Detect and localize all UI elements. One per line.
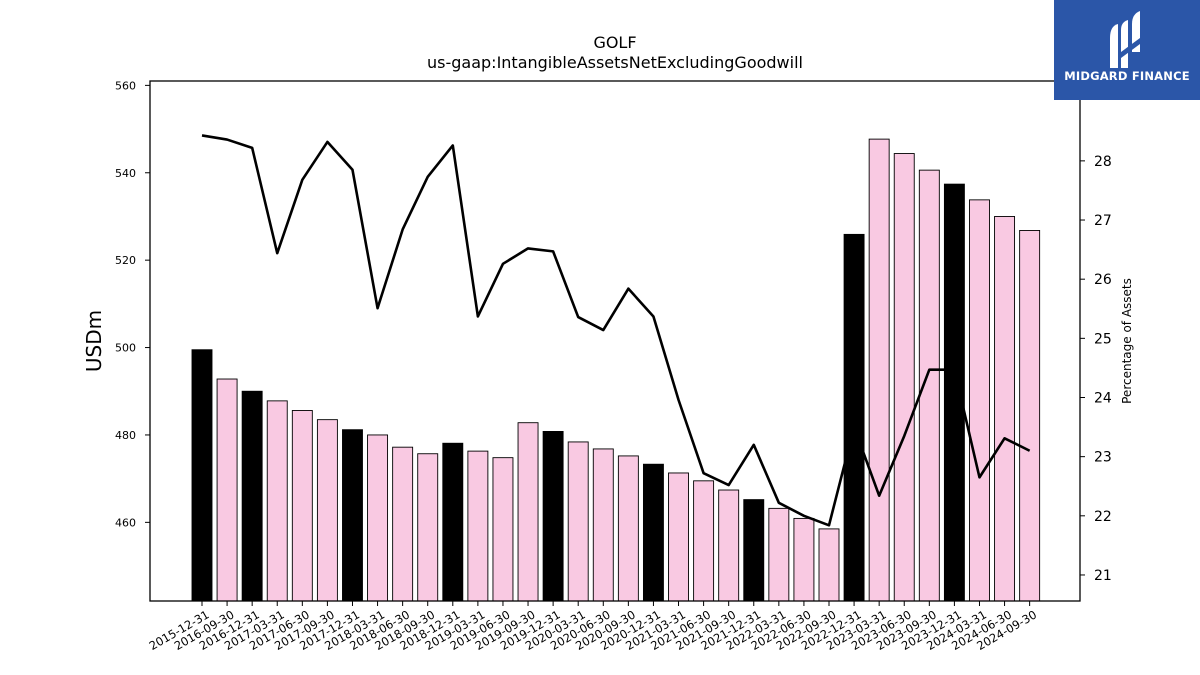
bar-2022-12-31 [843,233,865,602]
y2-tick-label: 25 [1094,331,1112,347]
bar-2021-09-30 [718,489,740,602]
y2-tick-label: 23 [1094,450,1112,466]
y2-tick-label: 26 [1094,272,1112,288]
bar-2019-12-31 [542,431,564,602]
y-tick-label: 560 [115,79,136,92]
left-axis: 460 480 500 520 540 560 [115,79,150,529]
midgard-finance-logo: MIDGARD FINANCE [1054,0,1200,100]
bar-2024-03-31 [969,199,990,602]
bar-2022-06-30 [793,517,815,602]
bar-2017-06-30 [291,410,313,602]
y2-axis-label: Percentage of Assets [1120,278,1134,404]
bar-2019-03-31 [467,450,489,602]
y-tick-label: 500 [115,342,136,355]
y2-tick-label: 24 [1094,390,1112,406]
bar-2018-12-31 [442,442,464,602]
plot-frame [149,80,1081,602]
bar-2017-09-30 [316,419,338,602]
bar-2018-09-30 [417,453,439,602]
y2-tick-label: 28 [1094,154,1112,170]
y-tick-label: 540 [115,167,136,180]
y2-tick-label: 27 [1094,213,1112,229]
bar-2020-03-31 [567,441,589,602]
midgard-logo-icon [1110,11,1140,68]
bar-series [191,138,1041,602]
bar-2020-06-30 [592,448,614,602]
bar-2024-09-30 [1019,229,1041,602]
bar-2016-09-30 [216,378,238,602]
y2-tick-label: 21 [1094,568,1112,584]
bar-2024-06-30 [994,216,1016,602]
bar-2022-09-30 [818,528,840,602]
bar-2020-09-30 [617,455,639,602]
y-tick-label: 480 [115,429,136,442]
bar-2018-06-30 [392,446,414,602]
chart-subtitle: us-gaap:IntangibleAssetsNetExcludingGood… [427,53,803,72]
bar-2023-06-30 [893,153,915,602]
bar-2021-12-31 [743,499,765,602]
bar-2017-12-31 [342,429,363,602]
bar-2015-12-31 [191,349,213,602]
right-axis: 21 22 23 24 25 26 27 28 [1080,154,1112,584]
bar-2016-12-31 [241,390,263,602]
bar-2023-12-31 [943,183,965,602]
bar-2017-03-31 [266,400,288,602]
bar-2020-12-31 [642,463,664,602]
bar-2023-03-31 [868,138,890,602]
bar-2019-09-30 [517,422,539,602]
y-tick-label: 520 [115,254,136,267]
x-axis: 2015-12-312016-09-302016-12-312017-03-31… [147,601,1039,653]
bar-2021-03-31 [668,472,689,602]
y-axis-label: USDm [82,310,106,372]
y2-tick-label: 22 [1094,509,1112,525]
logo-text: MIDGARD FINANCE [1064,69,1190,83]
line-series [201,134,1031,527]
chart-title: GOLF [593,33,636,52]
bar-2022-03-31 [768,507,790,602]
bar-2018-03-31 [367,434,389,602]
bar-2021-06-30 [693,480,715,602]
bar-2019-06-30 [492,457,514,602]
y-tick-label: 460 [115,516,136,529]
